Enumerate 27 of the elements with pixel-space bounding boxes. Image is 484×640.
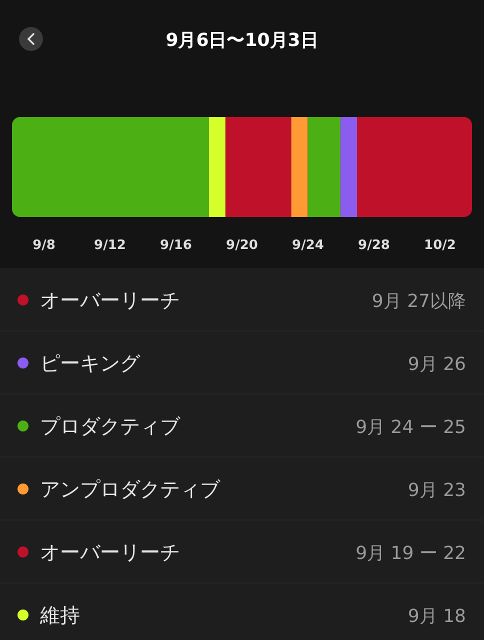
text: 9月 27以降: [372, 291, 466, 312]
legend-label: プロダクティブ: [40, 414, 181, 438]
text: 9月 24 ー 25: [356, 417, 466, 438]
chart-title: 9月6日〜10月3日: [166, 30, 318, 51]
text: 9月 19 ー 22: [356, 543, 466, 564]
legend-label: 維持: [39, 603, 80, 627]
bar: [291, 117, 308, 217]
bar: [208, 117, 226, 217]
legend-label: ピーキング: [40, 351, 141, 375]
bar: [308, 117, 340, 217]
text: 9/20: [226, 238, 258, 253]
text: 9/24: [292, 238, 324, 253]
text: 9/28: [358, 238, 390, 253]
bar: [357, 117, 472, 217]
text: 9/8: [32, 238, 56, 253]
text: 9/16: [160, 238, 192, 253]
bar: [12, 117, 209, 217]
bar: [225, 117, 292, 217]
text: 10/2: [424, 238, 456, 253]
text: 9月 23: [408, 480, 466, 501]
legend-label: オーバーリーチ: [40, 540, 180, 564]
bar: [340, 117, 357, 217]
text: 9月 26: [408, 354, 466, 375]
text: 9月 18: [408, 606, 466, 627]
legend-label: アンプロダクティブ: [40, 477, 221, 501]
text: 9/12: [94, 238, 126, 253]
legend-label: オーバーリーチ: [40, 288, 180, 312]
